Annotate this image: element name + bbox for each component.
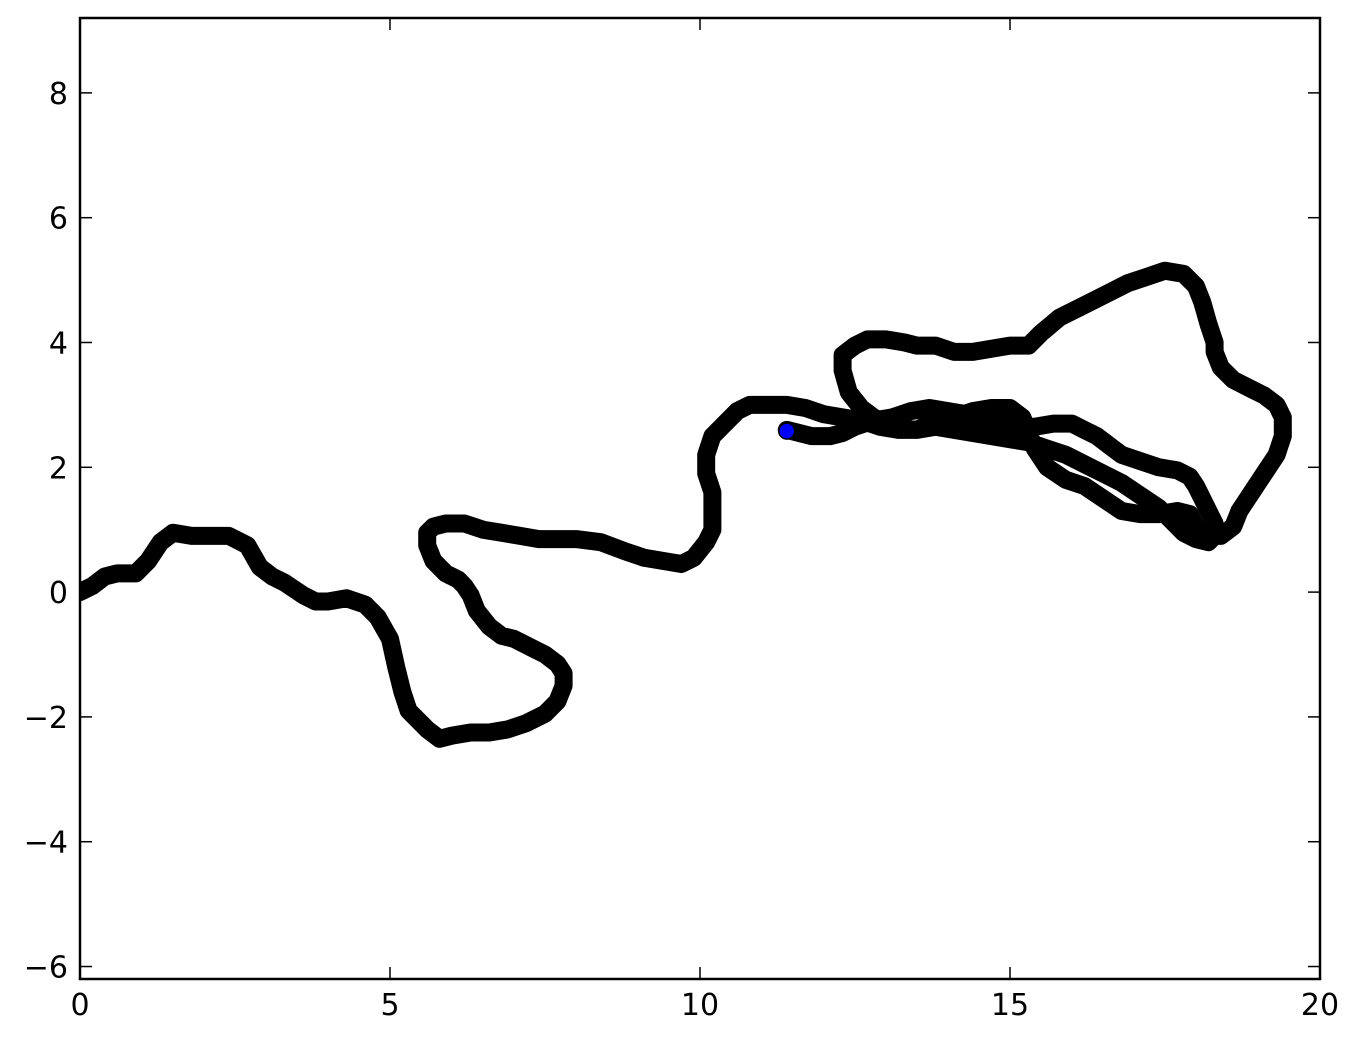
series-line-path <box>80 261 1292 748</box>
y-tick-label: 4 <box>49 326 68 361</box>
y-tick-label: 8 <box>49 77 68 112</box>
y-tick-label: 0 <box>49 576 68 611</box>
plot-frame <box>78 16 1322 981</box>
plot-area <box>80 261 1292 748</box>
y-tick-label: 2 <box>49 451 68 486</box>
x-tick-label: 15 <box>991 988 1029 1023</box>
y-tick-label: −4 <box>24 826 68 861</box>
y-tick-label: −6 <box>24 951 68 986</box>
axes: 0 5 10 15 20 −6 −4 −2 0 2 4 6 8 <box>24 18 1339 1023</box>
y-tick-label: 6 <box>49 202 68 237</box>
x-tick-label: 20 <box>1301 988 1339 1023</box>
y-tick-label: −2 <box>24 701 68 736</box>
x-tick-label: 5 <box>380 988 399 1023</box>
current-position-marker <box>778 422 796 440</box>
x-tick-label: 10 <box>681 988 719 1023</box>
x-tick-label: 0 <box>70 988 89 1023</box>
